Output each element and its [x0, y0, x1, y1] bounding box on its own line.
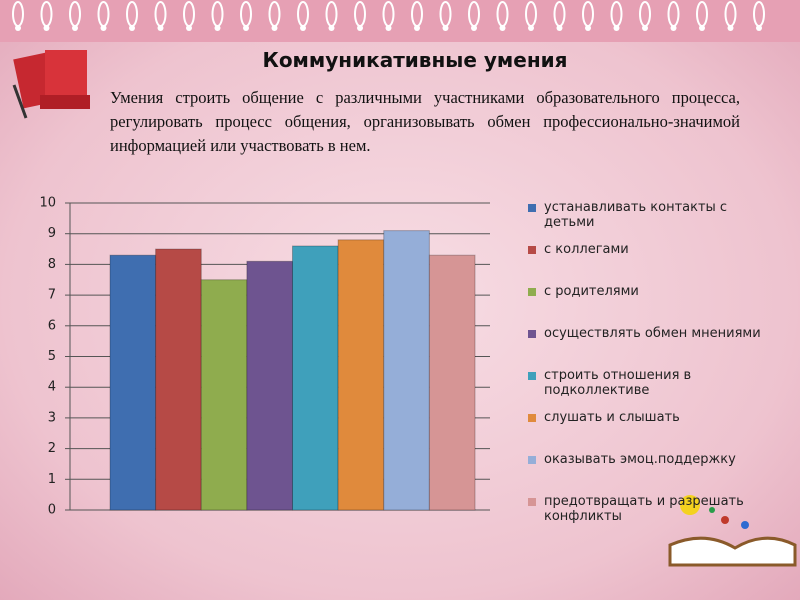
legend-label: с родителями — [544, 284, 639, 299]
ring-hole — [43, 25, 50, 31]
legend-marker — [528, 330, 536, 338]
legend-item: оказывать эмоц.поддержку — [528, 452, 774, 467]
ring-hole — [385, 25, 392, 31]
legend-marker — [528, 372, 536, 380]
legend-item: устанавливать контакты с детьми — [528, 200, 774, 230]
slide-text: Умения строить общение с различными учас… — [110, 88, 740, 155]
ring-hole — [727, 25, 734, 31]
ring-hole — [670, 25, 677, 31]
ring-hole — [414, 25, 420, 31]
spiral — [12, 1, 765, 31]
y-tick-label: 10 — [39, 196, 56, 211]
y-tick-label: 3 — [48, 410, 56, 425]
y-tick-label: 5 — [48, 349, 56, 364]
slide-title: Коммуникативные умения — [262, 48, 568, 72]
open-book-icon — [668, 495, 797, 567]
y-tick-label: 4 — [48, 380, 56, 395]
y-tick-label: 2 — [48, 441, 56, 456]
ring-hole — [243, 25, 249, 31]
y-tick-label: 0 — [48, 503, 56, 518]
ring-hole — [15, 25, 21, 31]
bar — [292, 245, 339, 511]
y-tick-label: 6 — [48, 318, 56, 333]
bar — [246, 260, 293, 511]
ring-hole — [129, 25, 135, 31]
legend-label: оказывать эмоц.поддержку — [544, 452, 736, 467]
ring-hole — [300, 25, 306, 31]
legend-item: строить отношения в подколлективе — [528, 368, 774, 398]
bar — [109, 254, 157, 511]
top-band — [0, 0, 800, 42]
legend-label: устанавливать контакты с детьми — [544, 200, 728, 230]
legend-marker — [528, 204, 536, 212]
legend-item: слушать и слышать — [528, 410, 774, 425]
y-tick-label: 1 — [48, 472, 56, 487]
ring-hole — [357, 25, 363, 31]
ring-hole — [471, 25, 477, 31]
legend-label: с коллегами — [544, 242, 629, 257]
bar — [200, 279, 248, 511]
ring-hole — [214, 25, 221, 31]
bar — [383, 230, 430, 511]
bar — [428, 254, 476, 511]
ring-hole — [186, 25, 192, 31]
ring-hole — [756, 25, 762, 31]
ring-hole — [100, 25, 107, 31]
legend-item: осуществлять обмен мнениями — [528, 326, 774, 341]
ring-hole — [72, 25, 78, 31]
legend-item: предотвращать и разрешать конфликты — [528, 494, 774, 524]
legend-marker — [528, 288, 536, 296]
ring-hole — [157, 25, 164, 31]
ring-hole — [499, 25, 506, 31]
ring-hole — [528, 25, 534, 31]
legend-item: с родителями — [528, 284, 774, 299]
legend-label: предотвращать и разрешать конфликты — [544, 494, 744, 524]
ring-hole — [442, 25, 449, 31]
legend-label: осуществлять обмен мнениями — [544, 326, 761, 341]
ring-hole — [642, 25, 648, 31]
legend-item: с коллегами — [528, 242, 774, 257]
legend-marker — [528, 246, 536, 254]
ring-hole — [556, 25, 563, 31]
legend-marker — [528, 456, 536, 464]
ring-hole — [585, 25, 591, 31]
bar — [155, 248, 202, 511]
legend-label: строить отношения в подколлективе — [544, 368, 692, 398]
ring-hole — [613, 25, 620, 31]
legend-marker — [528, 414, 536, 422]
legend-label: слушать и слышать — [544, 410, 680, 425]
ring-hole — [328, 25, 335, 31]
ring-hole — [271, 25, 278, 31]
books-icon — [12, 50, 90, 119]
legend-marker — [528, 498, 536, 506]
y-tick-label: 7 — [48, 288, 56, 303]
bar — [337, 239, 385, 511]
y-tick-label: 8 — [48, 257, 56, 272]
ring-hole — [699, 25, 705, 31]
y-tick-label: 9 — [48, 226, 56, 241]
